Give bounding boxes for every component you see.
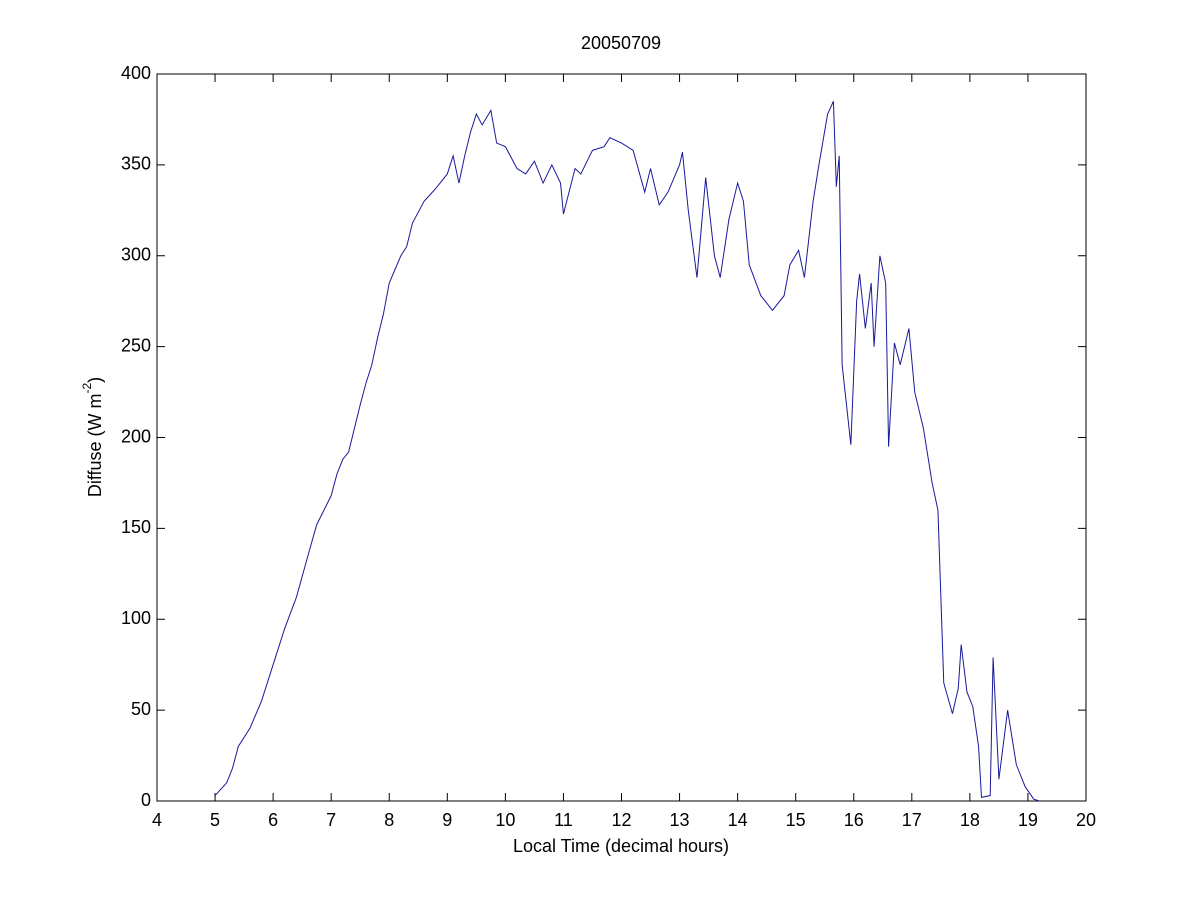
y-tick-label: 100 bbox=[121, 608, 151, 628]
y-tick-label: 350 bbox=[121, 154, 151, 174]
data-line bbox=[214, 101, 1040, 802]
x-tick-label: 6 bbox=[268, 810, 278, 830]
x-tick-label: 8 bbox=[384, 810, 394, 830]
x-tick-label: 10 bbox=[495, 810, 515, 830]
x-tick-label: 11 bbox=[554, 810, 573, 830]
x-tick-label: 17 bbox=[902, 810, 922, 830]
y-axis-label: Diffuse (W m-2) bbox=[80, 377, 105, 497]
y-tick-label: 200 bbox=[121, 426, 151, 446]
x-tick-label: 5 bbox=[210, 810, 220, 830]
y-axis-label-part: ) bbox=[85, 377, 105, 383]
y-axis-label-sup: -2 bbox=[80, 382, 94, 393]
y-tick-label: 50 bbox=[131, 699, 151, 719]
y-tick-label: 0 bbox=[141, 790, 151, 810]
y-tick-label: 150 bbox=[121, 517, 151, 537]
x-tick-label: 4 bbox=[152, 810, 162, 830]
y-tick-label: 300 bbox=[121, 245, 151, 265]
y-tick-label: 400 bbox=[121, 63, 151, 83]
chart-title: 20050709 bbox=[581, 33, 661, 53]
x-axis-label: Local Time (decimal hours) bbox=[513, 836, 729, 856]
x-tick-label: 14 bbox=[728, 810, 748, 830]
x-tick-label: 9 bbox=[442, 810, 452, 830]
x-tick-label: 7 bbox=[326, 810, 336, 830]
x-tick-label: 16 bbox=[844, 810, 864, 830]
y-tick-label: 250 bbox=[121, 335, 151, 355]
x-tick-label: 18 bbox=[960, 810, 980, 830]
x-tick-label: 13 bbox=[670, 810, 690, 830]
x-tick-label: 19 bbox=[1018, 810, 1038, 830]
x-tick-label: 12 bbox=[611, 810, 631, 830]
x-tick-label: 15 bbox=[786, 810, 806, 830]
x-tick-label: 20 bbox=[1076, 810, 1096, 830]
y-axis-label-part: Diffuse (W m bbox=[85, 393, 105, 497]
